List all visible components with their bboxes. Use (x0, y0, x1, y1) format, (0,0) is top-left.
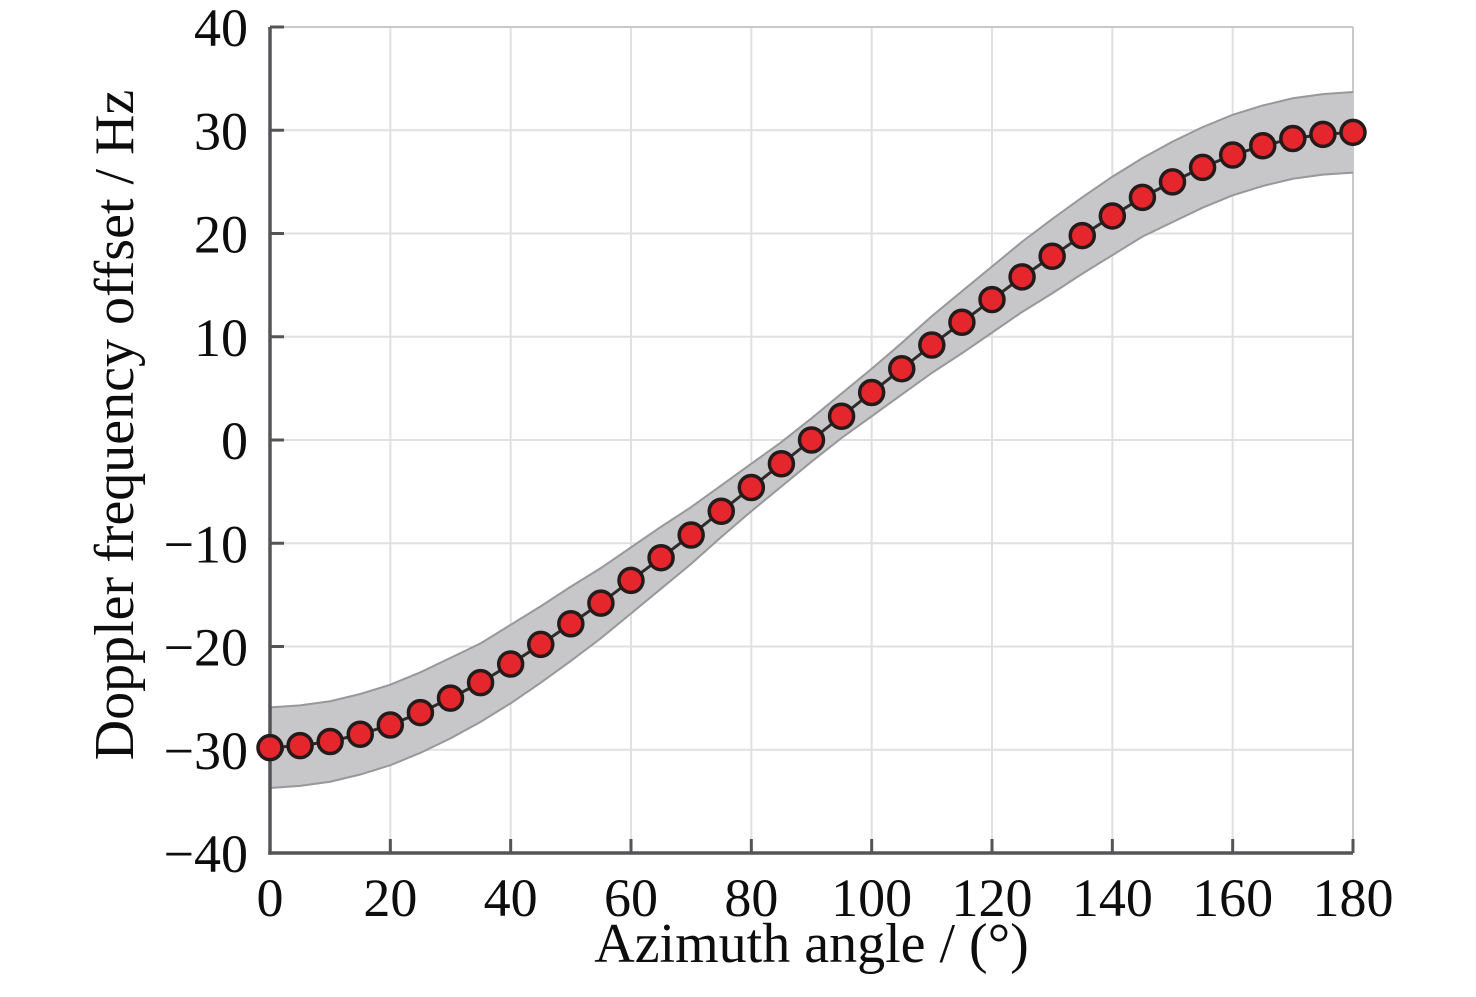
data-point-marker (617, 566, 645, 595)
x-tick-label: 60 (604, 868, 658, 928)
data-point-marker (827, 402, 856, 431)
band-lower-edge (269, 171, 1354, 789)
x-tick-label: 100 (831, 868, 912, 928)
y-axis-title: Doppler frequency offset / Hz (84, 89, 146, 761)
data-point-marker (1188, 153, 1217, 182)
x-tick-label: 40 (484, 868, 538, 928)
data-point-marker (707, 497, 735, 525)
data-point-marker (466, 668, 495, 697)
x-tick-label: 120 (952, 868, 1033, 928)
data-point-marker (1038, 242, 1066, 270)
band-upper-edge (269, 91, 1354, 709)
data-point-marker (767, 449, 796, 478)
x-tick-label: 180 (1313, 868, 1394, 928)
data-point-marker (888, 355, 916, 383)
data-point-marker (647, 543, 675, 572)
data-point-marker (1068, 221, 1096, 250)
x-tick-label: 140 (1072, 868, 1153, 928)
data-point-marker (1098, 202, 1127, 230)
data-point-marker (376, 711, 405, 739)
x-tick-label: 0 (257, 868, 284, 928)
data-point-marker (527, 630, 555, 659)
y-tick-label: 20 (194, 205, 248, 265)
y-tick-label: −40 (164, 824, 248, 884)
y-tick-label: −20 (164, 618, 248, 678)
data-point-marker (918, 331, 946, 359)
data-point-marker (1339, 118, 1367, 147)
y-tick-label: 0 (221, 411, 248, 471)
data-point-marker (346, 720, 374, 749)
y-tick-label: 10 (194, 308, 248, 368)
data-point-marker (1158, 168, 1187, 196)
x-tick-label: 20 (363, 868, 417, 928)
data-point-marker (256, 733, 284, 762)
data-point-marker (1218, 141, 1247, 169)
y-tick-label: −10 (164, 514, 248, 574)
data-point-marker (406, 698, 435, 727)
data-point-marker (1008, 263, 1036, 291)
x-tick-label: 80 (724, 868, 778, 928)
data-point-marker (1128, 183, 1157, 212)
data-point-marker (737, 473, 766, 502)
y-tick-label: 40 (194, 0, 248, 58)
data-point-marker (1279, 124, 1307, 153)
data-point-marker (948, 308, 976, 337)
data-point-marker (557, 610, 585, 638)
data-point-marker (436, 684, 465, 712)
x-axis-title: Azimuth angle / (°) (594, 913, 1029, 975)
data-point-marker (857, 378, 886, 407)
data-point-marker (286, 731, 314, 760)
data-point-marker (1249, 131, 1277, 160)
y-tick-label: −30 (164, 721, 248, 781)
data-point-marker (677, 521, 705, 549)
y-tick-label: 30 (194, 101, 248, 161)
x-tick-label: 160 (1192, 868, 1273, 928)
data-point-marker (797, 426, 826, 454)
data-point-marker (978, 285, 1006, 314)
data-point-marker (1309, 120, 1337, 149)
data-point-marker (316, 727, 344, 756)
data-point-marker (587, 589, 615, 617)
data-point-marker (496, 650, 525, 678)
